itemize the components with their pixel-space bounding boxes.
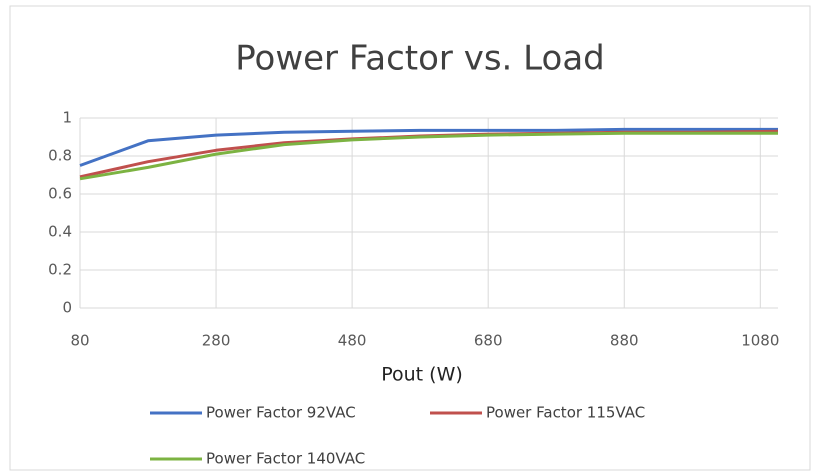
x-tick-label: 80 [70,332,89,350]
x-tick-label: 480 [338,332,367,350]
x-tick-label: 280 [202,332,231,350]
y-tick-label: 0.8 [48,147,72,165]
x-axis-label: Pout (W) [381,364,463,386]
line-series [79,131,778,181]
chart-frame [9,5,811,471]
x-tick-label: 880 [610,332,639,350]
y-tick-label: 0.6 [48,185,72,203]
x-tick-label: 680 [474,332,503,350]
legend-label: Power Factor 92VAC [206,404,356,422]
y-tick-label: 0.4 [48,223,72,241]
chart-title: Power Factor vs. Load [235,39,605,79]
y-tick-label: 0.2 [48,261,72,279]
y-tick-label: 0 [62,299,72,317]
line-series [79,127,778,167]
legend-label: Power Factor 140VAC [206,450,365,468]
x-tick-label: 1080 [741,332,779,350]
legend-label: Power Factor 115VAC [486,404,645,422]
y-tick-label: 1 [62,109,72,127]
